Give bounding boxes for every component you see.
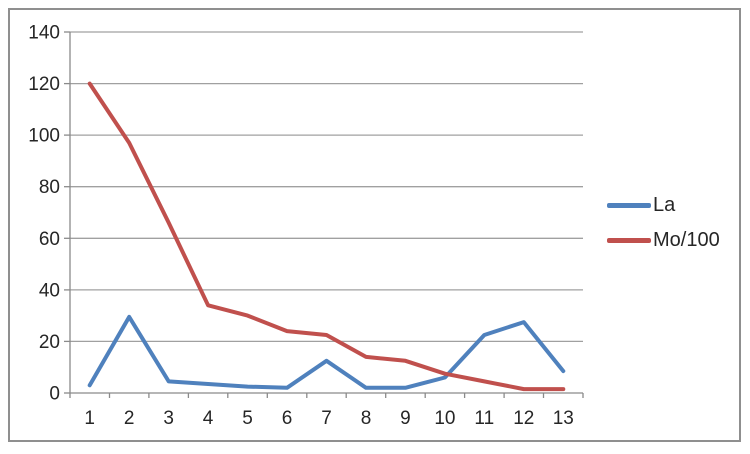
y-tick-label: 80 [39, 177, 60, 198]
y-tick-label: 120 [28, 74, 60, 95]
x-tick-label: 4 [203, 408, 214, 429]
x-tick-label: 5 [242, 408, 253, 429]
legend-item-la[interactable]: La [607, 194, 720, 217]
legend-swatch-la [607, 203, 651, 208]
x-tick-label: 9 [400, 408, 411, 429]
x-tick-label: 11 [474, 408, 494, 429]
x-tick-label: 10 [434, 408, 455, 429]
legend-swatch-mo100 [607, 238, 651, 243]
x-tick-label: 8 [361, 408, 372, 429]
x-tick-label: 3 [163, 408, 174, 429]
y-tick-label: 40 [39, 280, 60, 301]
series-line-la[interactable] [87, 314, 566, 390]
y-tick-label: 0 [49, 384, 60, 405]
y-tick-label: 60 [39, 229, 60, 250]
series-line-mo-100[interactable] [87, 81, 566, 392]
y-tick-label: 100 [28, 126, 60, 147]
y-tick-label: 20 [39, 332, 60, 353]
x-tick-label: 2 [124, 408, 135, 429]
legend: La Mo/100 [607, 194, 720, 252]
x-tick-label: 6 [282, 408, 293, 429]
legend-label-mo100: Mo/100 [653, 229, 720, 251]
x-tick-label: 12 [513, 408, 534, 429]
x-tick-label: 7 [321, 408, 332, 429]
legend-item-mo100[interactable]: Mo/100 [607, 229, 720, 252]
x-tick-label: 1 [84, 408, 95, 429]
y-tick-label: 140 [28, 23, 60, 44]
x-tick-label: 13 [553, 408, 574, 429]
legend-label-la: La [653, 194, 676, 216]
chart-frame [8, 8, 741, 442]
